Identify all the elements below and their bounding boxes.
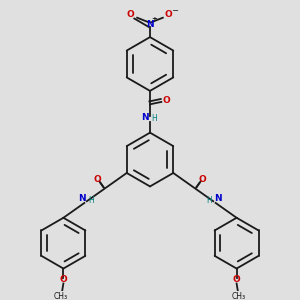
Text: H: H xyxy=(151,114,157,123)
Text: O: O xyxy=(126,10,134,19)
Text: O: O xyxy=(165,10,173,19)
Text: H: H xyxy=(88,196,94,205)
Text: N: N xyxy=(78,194,86,203)
Text: O: O xyxy=(198,175,206,184)
Text: CH₃: CH₃ xyxy=(54,292,68,300)
Text: H: H xyxy=(206,196,212,205)
Text: O: O xyxy=(163,96,171,105)
Text: +: + xyxy=(151,16,157,22)
Text: N: N xyxy=(146,20,154,29)
Text: CH₃: CH₃ xyxy=(232,292,246,300)
Text: −: − xyxy=(171,6,178,15)
Text: O: O xyxy=(233,275,241,284)
Text: O: O xyxy=(94,175,102,184)
Text: N: N xyxy=(141,113,148,122)
Text: O: O xyxy=(59,275,67,284)
Text: N: N xyxy=(214,194,222,203)
